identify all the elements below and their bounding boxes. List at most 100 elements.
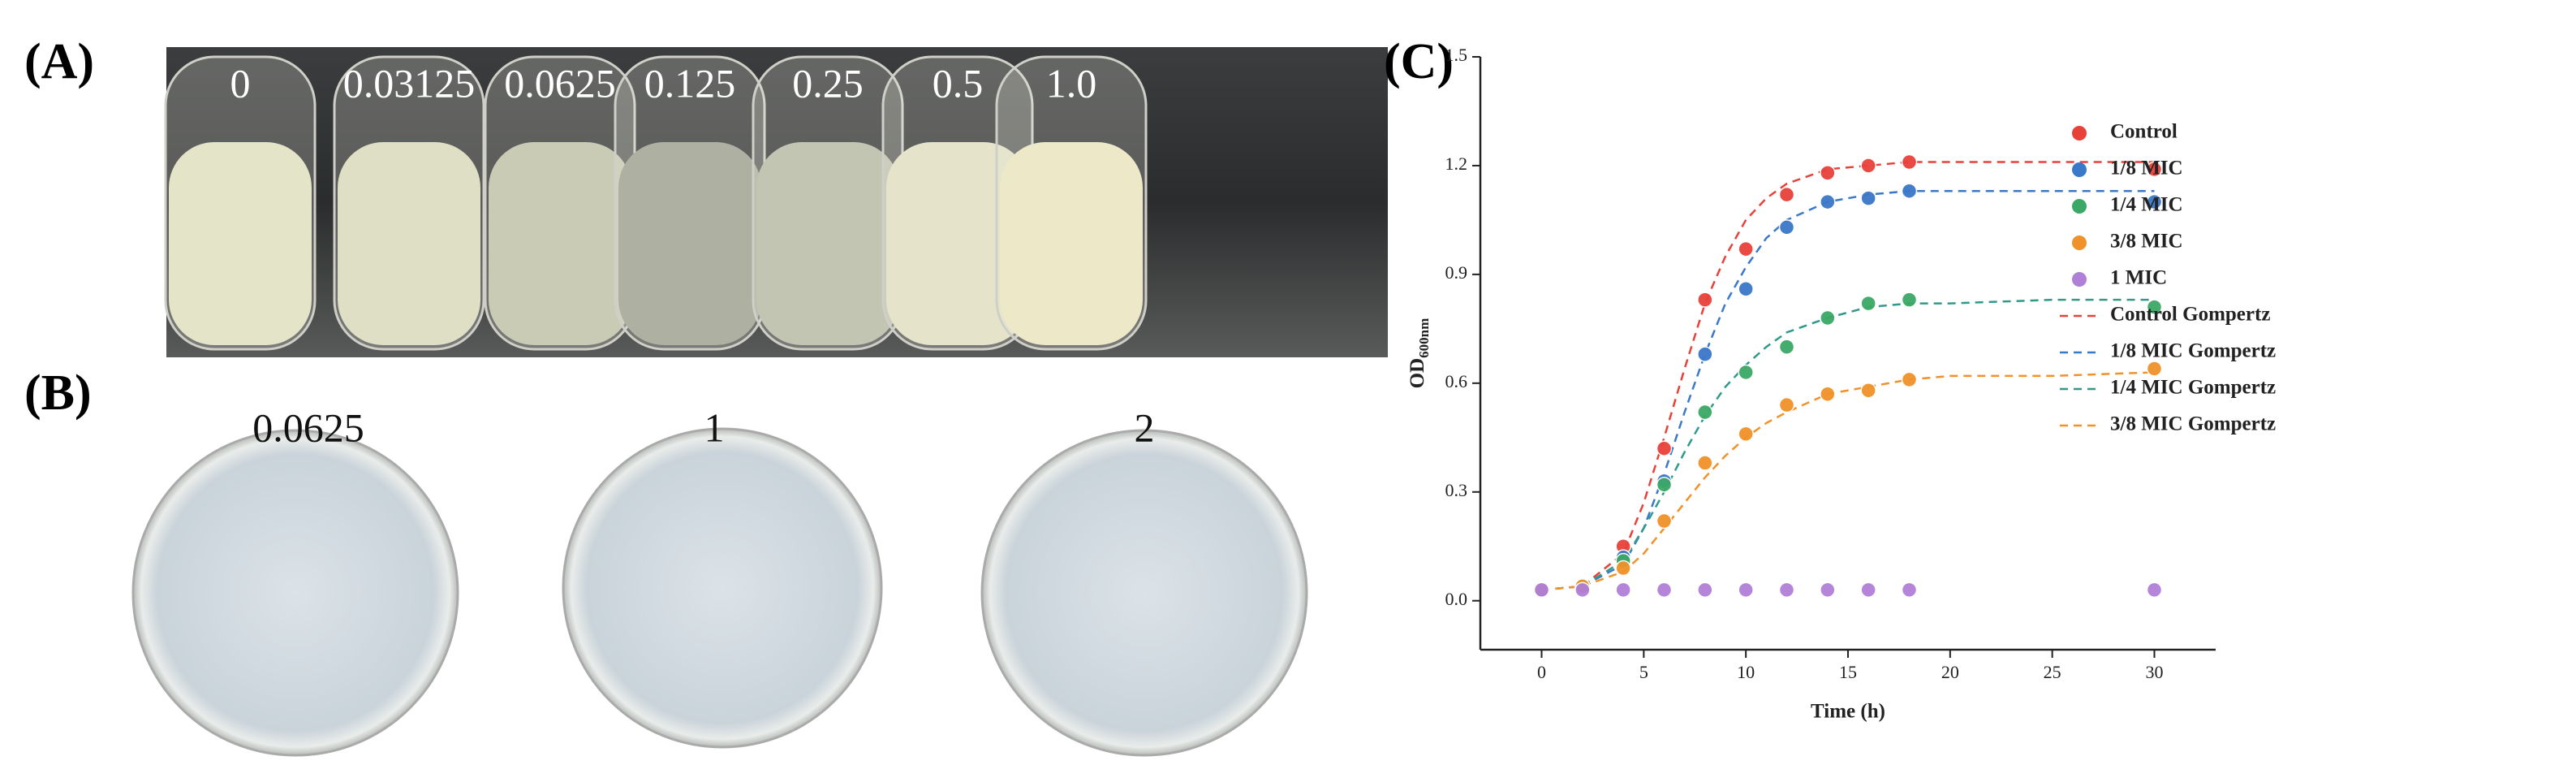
legend-label: Control Gompertz [2110, 304, 2270, 326]
data-point [1778, 339, 1795, 355]
data-point [2146, 361, 2163, 377]
y-tick-label: 0.6 [1445, 371, 1468, 391]
data-point [1901, 153, 1918, 171]
data-point [1901, 581, 1918, 599]
tube-liquid [886, 142, 1029, 345]
legend-marker [2072, 236, 2087, 250]
data-point [1820, 581, 1836, 599]
tube-label: 0 [230, 60, 251, 106]
data-point [1860, 190, 1876, 206]
data-point [2146, 193, 2163, 210]
panel-label: (B) [24, 365, 92, 421]
data-point [1738, 240, 1754, 257]
data-point [1778, 396, 1795, 413]
legend-marker [2072, 199, 2087, 214]
data-point [2146, 581, 2163, 599]
y-axis-label-main: OD [1406, 358, 1428, 389]
legend-label: 3/8 MIC [2110, 231, 2183, 253]
data-point [1656, 477, 1673, 493]
y-tick-label: 1.5 [1445, 45, 1468, 65]
x-tick-label: 30 [2146, 662, 2164, 682]
data-point [1738, 364, 1754, 381]
tubes: 0 0.03125 0.0625 0.125 0.25 0.5 1.0 [164, 55, 1148, 351]
panel-label: (A) [24, 34, 94, 89]
legend-marker [2072, 162, 2087, 177]
tube-liquid [618, 142, 761, 345]
y-tick-label: 0.9 [1445, 262, 1468, 283]
data-point [1615, 581, 1631, 599]
plate [562, 427, 883, 749]
data-point [1778, 219, 1795, 236]
legend-label: 3/8 MIC Gompertz [2110, 413, 2276, 435]
data-point [1778, 186, 1795, 203]
x-tick-label: 5 [1639, 662, 1648, 682]
tube-label: 1.0 [1046, 60, 1097, 106]
plate-label: 2 [1135, 404, 1155, 450]
data-point [1901, 371, 1918, 388]
tube-liquid [756, 142, 899, 345]
plate-label: 0.0625 [252, 404, 364, 450]
tube-liquid [489, 142, 631, 345]
legend-label: 1/8 MIC Gompertz [2110, 340, 2276, 362]
data-point [2146, 161, 2163, 178]
legend-marker [2072, 272, 2087, 287]
data-point [1533, 581, 1550, 599]
tube-label: 0.0625 [504, 60, 616, 106]
data-point [1697, 292, 1713, 308]
x-axis-label: Time (h) [1811, 701, 1885, 723]
data-point [1656, 512, 1673, 529]
legend-marker [2072, 126, 2087, 140]
data-point [1860, 581, 1876, 599]
x-tick-label: 25 [2044, 662, 2061, 682]
data-point [1656, 440, 1673, 456]
data-point [1820, 193, 1836, 210]
y-tick-label: 0.0 [1445, 589, 1468, 609]
data-point [1697, 455, 1713, 471]
fit-line [1541, 298, 2155, 591]
legend-label: Control [2110, 121, 2178, 143]
y-tick-label: 0.3 [1445, 480, 1468, 500]
tube-liquid [169, 142, 312, 345]
data-point [1697, 581, 1713, 599]
tube-liquid [338, 142, 480, 345]
x-tick-label: 20 [1941, 662, 1959, 682]
legend-label: 1/8 MIC [2110, 158, 2183, 179]
legend-label: 1/4 MIC [2110, 194, 2183, 216]
x-tick-label: 0 [1537, 662, 1546, 682]
data-point [1860, 158, 1876, 174]
data-point [1615, 560, 1631, 577]
plates: 0.0625 1 2 [131, 404, 1308, 757]
fit-line [1541, 161, 2155, 591]
data-point [1738, 581, 1754, 599]
legend-label: 1 MIC [2110, 267, 2167, 289]
legend-label: 1/4 MIC Gompertz [2110, 377, 2276, 399]
data-point [1820, 165, 1836, 181]
data-point [1860, 295, 1876, 312]
plate [980, 429, 1308, 757]
plate [131, 429, 459, 757]
data-point [1738, 280, 1754, 297]
data-point [1901, 183, 1918, 199]
data-point [1697, 346, 1713, 362]
tube-liquid [1000, 142, 1143, 345]
data-point [1574, 581, 1591, 599]
data-point [1778, 581, 1795, 599]
tube-label: 0.5 [933, 60, 984, 106]
plate-label: 1 [704, 404, 725, 450]
data-point [1738, 426, 1754, 443]
data-point [1860, 383, 1876, 399]
data-point [1820, 386, 1836, 402]
data-point [1697, 404, 1713, 421]
panel-label: (C) [1384, 34, 1454, 89]
x-tick-label: 10 [1737, 662, 1755, 682]
tube-label: 0.25 [792, 60, 864, 106]
y-axis-label-sub: 600nm [1416, 318, 1432, 358]
tube-label: 0.125 [644, 60, 736, 106]
tube-label: 0.03125 [343, 60, 476, 106]
fit-line [1541, 371, 2155, 591]
data-point [1901, 292, 1918, 308]
y-axis-label: OD600nm [1406, 318, 1432, 389]
data-point [2146, 299, 2163, 315]
data-point [1656, 581, 1673, 599]
